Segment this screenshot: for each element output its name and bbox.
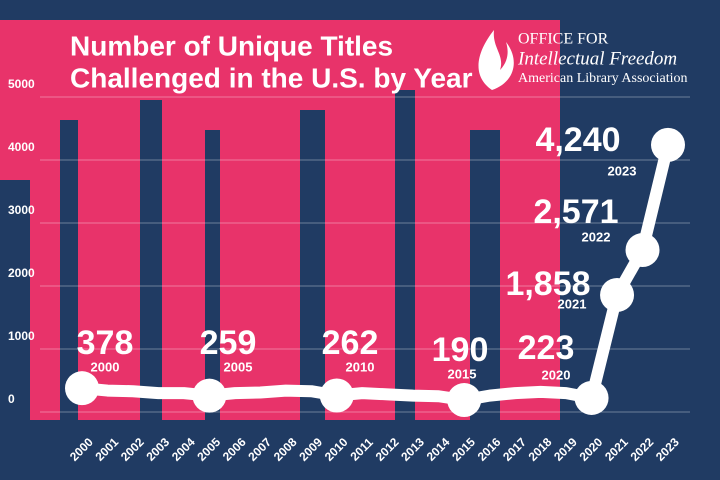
logo: OFFICE FOR Intellectual Freedom American…: [478, 30, 688, 90]
data-label: 4,240: [535, 121, 620, 159]
chart-title: Challenged in the U.S. by Year: [70, 62, 473, 93]
data-label: 262: [322, 324, 379, 362]
data-label-year: 2022: [582, 229, 611, 244]
data-point: [625, 233, 660, 268]
data-label: 190: [432, 331, 489, 369]
data-label: 1,858: [505, 265, 590, 303]
data-point: [574, 380, 609, 415]
y-tick-label: 1000: [8, 329, 35, 343]
y-tick-label: 5000: [8, 77, 35, 91]
data-point: [600, 277, 635, 312]
data-point: [65, 371, 99, 406]
data-point: [319, 378, 354, 413]
data-label-year: 2010: [346, 359, 375, 374]
data-label-year: 2023: [608, 163, 637, 178]
chart-title: Number of Unique Titles: [70, 30, 393, 61]
data-point: [447, 383, 482, 418]
data-label-year: 2021: [558, 296, 587, 311]
logo-text: American Library Association: [518, 71, 688, 86]
logo-text: Intellectual Freedom: [517, 48, 677, 69]
data-point: [192, 378, 227, 413]
data-label: 378: [77, 324, 134, 362]
data-label: 223: [518, 329, 575, 367]
y-tick-label: 2000: [8, 266, 35, 280]
data-label-year: 2005: [224, 359, 253, 374]
y-tick-label: 4000: [8, 140, 35, 154]
data-line: [76, 138, 674, 407]
logo-text: OFFICE FOR: [518, 31, 609, 48]
data-label: 2,571: [533, 193, 618, 231]
data-label-year: 2000: [91, 359, 120, 374]
y-tick-label: 3000: [8, 203, 35, 217]
data-label: 259: [200, 324, 257, 362]
data-label-year: 2020: [542, 367, 571, 382]
data-label-year: 2015: [448, 366, 477, 381]
logo-flame: [478, 30, 514, 90]
y-tick-label: 0: [8, 392, 15, 406]
data-point: [651, 127, 685, 162]
